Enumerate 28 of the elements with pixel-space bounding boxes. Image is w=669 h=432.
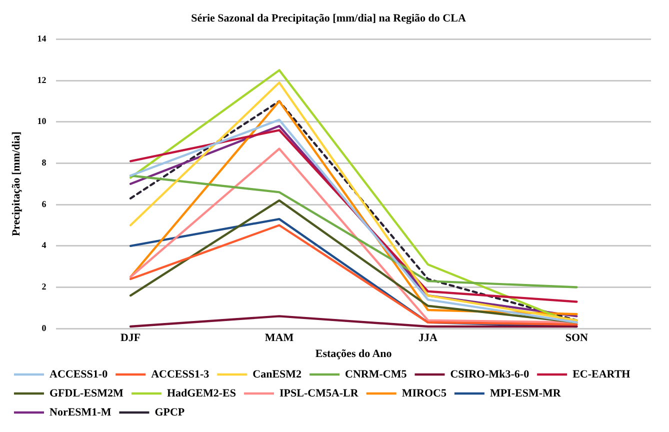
legend-label: IPSL-CM5A-LR bbox=[280, 387, 360, 400]
legend-label: EC-EARTH bbox=[572, 368, 631, 380]
chart-title: Série Sazonal da Precipitação [mm/dia] na Região do CLA bbox=[191, 12, 466, 24]
x-axis-title: Estações do Ano bbox=[315, 348, 392, 360]
legend-label: ACCESS1-3 bbox=[151, 368, 210, 380]
x-tick-label: DJF bbox=[120, 332, 141, 344]
legend-label: NorESM1-M bbox=[50, 406, 112, 418]
y-tick-label: 6 bbox=[42, 198, 47, 209]
x-tick-label: SON bbox=[565, 332, 588, 344]
legend-label: MIROC5 bbox=[402, 387, 447, 400]
y-tick-label: 12 bbox=[37, 74, 47, 85]
legend-label: GPCP bbox=[154, 406, 185, 418]
x-tick-label: MAM bbox=[264, 332, 294, 344]
y-tick-label: 10 bbox=[37, 116, 47, 126]
legend-label: GFDL-ESM2M bbox=[50, 387, 124, 400]
x-tick-label: JJA bbox=[418, 332, 438, 344]
y-tick-label: 14 bbox=[37, 34, 47, 44]
y-axis-title: Precipitação [mm/dia] bbox=[10, 132, 22, 236]
y-tick-label: 8 bbox=[42, 158, 47, 168]
legend-label: HadGEM2-ES bbox=[166, 387, 236, 400]
y-tick-label: 4 bbox=[42, 240, 47, 250]
legend-label: MPI-ESM-MR bbox=[490, 387, 562, 400]
y-tick-label: 0 bbox=[42, 322, 47, 333]
legend-label: CanESM2 bbox=[252, 368, 302, 380]
legend-label: CNRM-CM5 bbox=[345, 368, 408, 380]
legend-label: ACCESS1-0 bbox=[50, 368, 108, 380]
legend-label: CSIRO-Mk3-6-0 bbox=[450, 368, 530, 380]
y-tick-label: 2 bbox=[42, 282, 47, 292]
